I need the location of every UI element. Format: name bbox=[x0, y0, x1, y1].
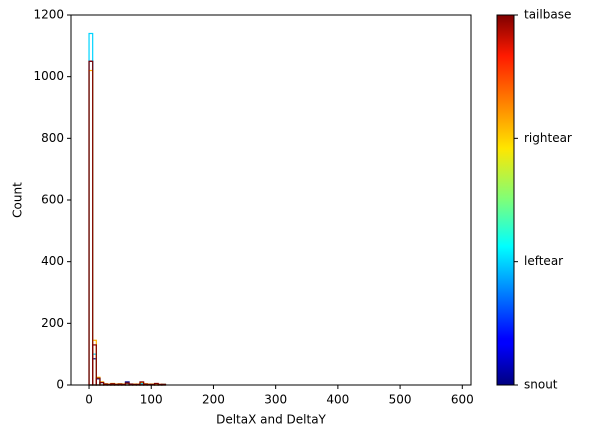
y-tick-label: 400 bbox=[41, 254, 64, 268]
colorbar bbox=[496, 14, 515, 386]
colorbar-tick-label: tailbase bbox=[524, 8, 571, 22]
x-tick-label: 500 bbox=[389, 393, 412, 407]
y-tick-label: 1000 bbox=[33, 69, 64, 83]
hist-bar bbox=[88, 60, 94, 386]
y-tick-label: 800 bbox=[41, 131, 64, 145]
x-axis-label: DeltaX and DeltaY bbox=[216, 413, 326, 427]
x-tick-label: 200 bbox=[202, 393, 225, 407]
x-tick-label: 600 bbox=[451, 393, 474, 407]
x-tick-label: 300 bbox=[264, 393, 287, 407]
plot-frame bbox=[70, 14, 472, 386]
x-tick-label: 100 bbox=[140, 393, 163, 407]
y-tick-label: 1200 bbox=[33, 8, 64, 22]
colorbar-tick-label: leftear bbox=[524, 254, 563, 268]
x-tick-label: 0 bbox=[85, 393, 93, 407]
colorbar-tick-label: snout bbox=[524, 378, 558, 392]
y-tick-label: 0 bbox=[56, 378, 64, 392]
y-tick-label: 600 bbox=[41, 193, 64, 207]
y-tick-label: 200 bbox=[41, 316, 64, 330]
y-axis-label: Count bbox=[11, 182, 25, 218]
x-tick-label: 400 bbox=[326, 393, 349, 407]
colorbar-tick-label: rightear bbox=[524, 131, 572, 145]
